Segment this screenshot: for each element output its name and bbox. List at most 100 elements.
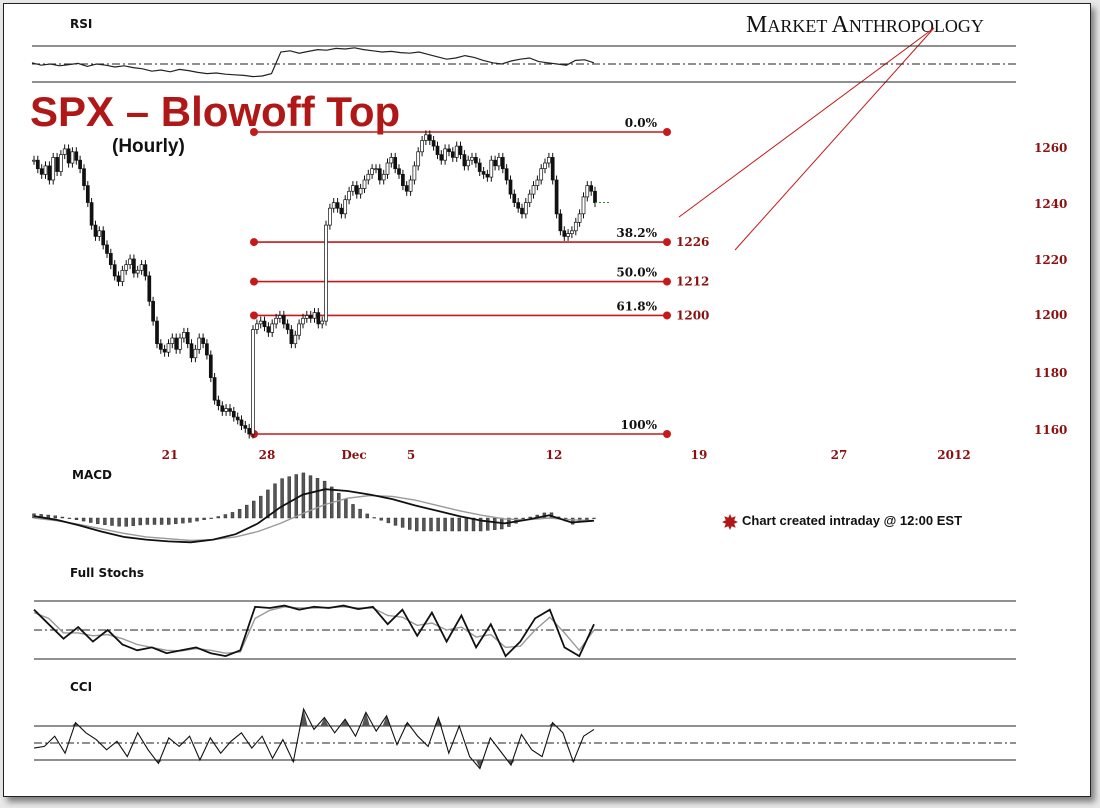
macd-histogram-bar	[209, 517, 213, 519]
price-candle	[585, 185, 590, 198]
price-candle	[485, 173, 490, 178]
price-candle	[370, 168, 374, 175]
price-candle	[558, 213, 563, 232]
price-candle	[324, 224, 328, 322]
intraday-note: Chart created intraday @ 12:00 EST	[722, 513, 962, 530]
price-candle	[435, 145, 440, 155]
price-candle	[554, 179, 559, 215]
price-candle	[523, 202, 528, 215]
macd-histogram-bar	[571, 517, 575, 525]
fib-percent-label: 38.2%	[616, 226, 657, 240]
rsi-label: RSI	[70, 17, 92, 31]
price-candle	[278, 315, 282, 319]
price-candle	[82, 168, 86, 186]
price-candle	[447, 148, 451, 153]
fib-marker-right	[663, 238, 671, 247]
price-candle	[462, 154, 467, 167]
macd-label: MACD	[72, 468, 112, 482]
chart-frame: MARKET ANTHROPOLOGY RSI SPX – Blowoff To…	[3, 3, 1091, 797]
macd-histogram-bar	[493, 517, 497, 530]
price-candle	[216, 399, 221, 407]
price-candle	[85, 185, 90, 203]
rsi-line	[31, 47, 595, 78]
price-candle	[224, 408, 228, 412]
price-candle	[101, 230, 106, 246]
price-candle	[570, 230, 574, 234]
price-candle	[547, 157, 551, 164]
price-candle	[62, 148, 67, 155]
price-candle	[35, 159, 40, 170]
price-candle	[174, 337, 179, 350]
macd-histogram-bar	[124, 517, 128, 527]
price-candle	[512, 193, 517, 203]
price-candle	[255, 323, 259, 330]
price-candle	[377, 168, 382, 181]
price-candle	[424, 134, 428, 141]
price-candle	[481, 171, 486, 175]
macd-histogram-bar	[528, 516, 532, 519]
macd-histogram-bar	[53, 515, 57, 519]
price-candle	[120, 269, 125, 282]
macd-histogram-bar	[81, 517, 86, 522]
x-tick-label: 21	[162, 448, 179, 462]
macd-histogram-bar	[372, 517, 376, 519]
brand-logo: MARKET ANTHROPOLOGY	[746, 12, 984, 38]
macd-panel: MACD	[32, 468, 596, 544]
fib-value-label: 1212	[676, 275, 709, 289]
macd-histogram-bar	[131, 517, 135, 526]
price-candle	[212, 377, 217, 401]
price-candle	[74, 151, 79, 161]
price-candle	[124, 264, 129, 271]
price-candle	[408, 179, 413, 192]
price-candle	[105, 244, 109, 254]
macd-histogram-bar	[429, 517, 433, 532]
price-candle	[420, 140, 424, 153]
brand-second-rest: NTHROPOLOGY	[849, 16, 984, 36]
price-candle	[577, 213, 582, 223]
price-candle	[304, 315, 309, 319]
price-candle	[331, 202, 336, 209]
x-tick-label: Dec	[341, 448, 366, 462]
x-tick-label: 12	[546, 448, 563, 462]
price-candle	[347, 190, 351, 201]
cci-panel: CCI	[33, 680, 1016, 770]
brand-pointers	[678, 27, 935, 251]
price-candle	[351, 185, 355, 192]
price-candle	[393, 157, 398, 170]
price-candle	[562, 230, 567, 237]
price-candle	[116, 275, 121, 282]
macd-histogram-bar	[315, 478, 320, 519]
rsi-panel: RSI	[31, 17, 1016, 83]
price-candle	[589, 185, 594, 192]
macd-histogram-bar	[67, 517, 72, 519]
price-candle	[51, 157, 56, 181]
macd-histogram-bar	[223, 514, 228, 519]
fib-marker-right	[663, 311, 671, 320]
price-candle	[247, 428, 252, 435]
x-tick-label: 5	[407, 448, 415, 462]
cci-extreme-fill	[341, 719, 350, 726]
x-tick-label: 19	[691, 448, 708, 462]
price-candle	[235, 416, 240, 421]
macd-histogram-bar	[103, 517, 107, 526]
price-candle	[135, 269, 140, 274]
macd-histogram-bar	[96, 517, 100, 525]
macd-histogram-bar	[400, 517, 405, 528]
price-candle	[289, 329, 294, 345]
cci-extreme-fill	[507, 760, 515, 766]
price-candle	[520, 207, 524, 215]
price-candle	[454, 145, 459, 158]
cci-extreme-fill	[382, 715, 391, 726]
chart-subtitle: (Hourly)	[112, 136, 185, 157]
price-candle	[178, 337, 182, 350]
price-candle	[239, 419, 244, 426]
price-candle	[55, 157, 59, 172]
price-candle	[404, 185, 409, 192]
price-candle	[147, 275, 152, 302]
price-candle	[274, 317, 278, 325]
fib-value-label: 1200	[676, 308, 709, 322]
macd-histogram-bar	[88, 517, 93, 523]
price-candle	[458, 145, 463, 155]
macd-histogram-bar	[230, 512, 235, 519]
y-tick-label: 1200	[1034, 308, 1067, 322]
